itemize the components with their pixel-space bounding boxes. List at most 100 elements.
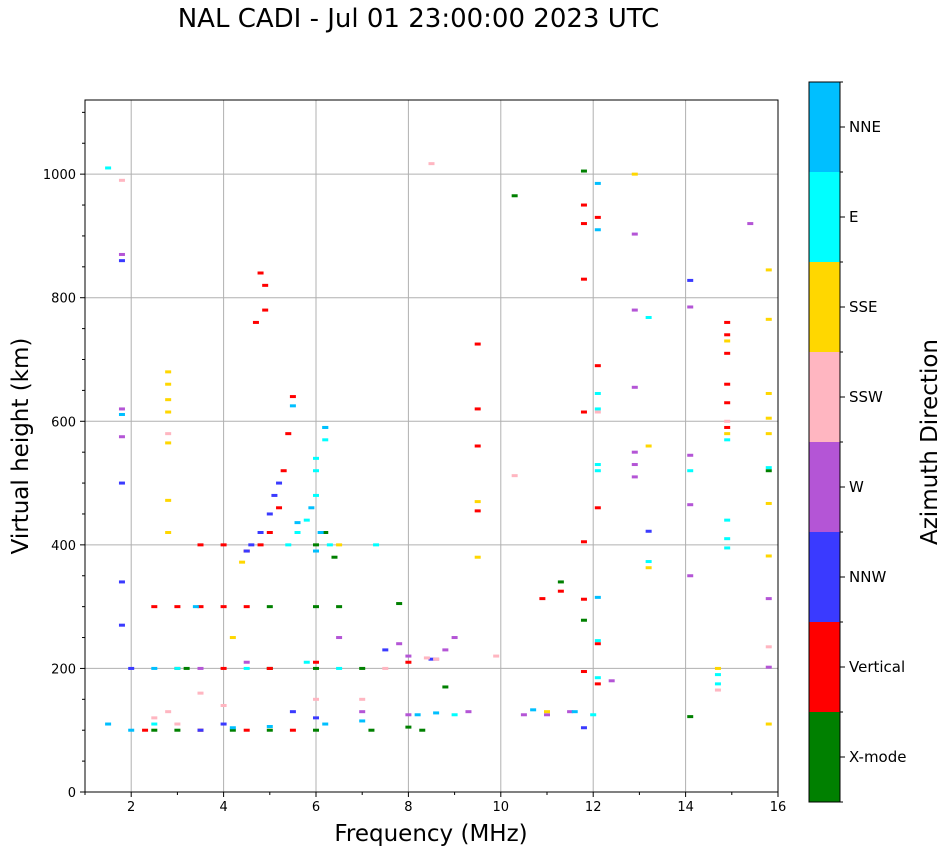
data-point-x-mode <box>266 605 273 609</box>
colorbar-label: Azimuth Direction <box>917 339 943 545</box>
data-point-w <box>451 636 458 640</box>
data-point-x-mode <box>313 605 319 609</box>
data-point-vertical <box>280 469 287 473</box>
data-point-ssw <box>165 432 172 436</box>
data-point-sse <box>165 531 172 534</box>
data-point-nnw <box>197 728 204 732</box>
data-point-nnw <box>128 666 135 670</box>
data-point-vertical <box>243 605 250 609</box>
data-point-vertical <box>252 320 259 324</box>
data-point-x-mode <box>336 605 343 609</box>
data-point-sse <box>724 339 731 343</box>
x-tick-label: 6 <box>312 800 320 815</box>
data-point-e <box>105 166 112 170</box>
data-point-vertical <box>594 215 601 219</box>
data-point-sse <box>474 500 481 504</box>
data-point-w <box>567 710 574 714</box>
data-point-e <box>151 722 158 726</box>
colorbar-frame <box>808 81 841 803</box>
data-point-vertical <box>142 728 149 732</box>
data-point-w <box>197 666 204 670</box>
data-point-e <box>313 456 319 460</box>
data-point-nne <box>192 605 199 609</box>
data-point-nne <box>289 404 296 408</box>
data-point-e <box>313 469 319 473</box>
data-point-sse <box>474 555 481 559</box>
colorbar-tick-label: SSW <box>849 388 883 406</box>
data-point-vertical <box>724 333 731 337</box>
colorbar-tick-label: SSE <box>849 298 878 316</box>
data-point-nnw <box>118 580 125 584</box>
x-axis-label: Frequency (MHz) <box>334 821 527 847</box>
data-point-sse <box>765 416 772 420</box>
data-point-vertical <box>580 203 587 207</box>
data-point-vertical <box>243 728 250 732</box>
x-tick-label: 4 <box>219 800 227 815</box>
points-layer <box>105 162 772 732</box>
data-point-w <box>765 665 772 669</box>
data-point-ssw <box>433 657 440 661</box>
data-point-x-mode <box>687 715 694 719</box>
data-point-vertical <box>197 543 204 547</box>
data-point-vertical <box>580 222 587 226</box>
data-point-sse <box>724 432 731 436</box>
data-point-x-mode <box>405 725 412 729</box>
data-point-vertical <box>474 407 481 411</box>
data-point-x-mode <box>183 666 190 670</box>
data-point-e <box>765 466 772 470</box>
data-point-w <box>336 636 343 640</box>
y-tick-label: 600 <box>51 415 76 430</box>
data-point-vertical <box>262 283 269 287</box>
data-point-ssw <box>594 410 601 414</box>
data-point-w <box>687 305 694 309</box>
colorbar-tick-label: NNW <box>849 568 886 586</box>
data-point-e <box>313 493 319 497</box>
data-point-sse <box>765 432 772 436</box>
data-point-ssw <box>197 691 204 695</box>
data-point-ssw <box>313 697 319 701</box>
data-point-e <box>451 713 458 717</box>
data-point-vertical <box>313 660 319 664</box>
colorbar-segment <box>809 442 840 532</box>
data-point-ssw <box>220 704 227 707</box>
colorbar-segment <box>809 712 840 802</box>
data-point-nne <box>229 726 236 730</box>
data-point-e <box>373 543 380 547</box>
data-point-e <box>285 543 292 547</box>
data-point-w <box>631 232 638 236</box>
data-point-nne <box>571 710 578 714</box>
data-point-w <box>118 252 125 256</box>
data-point-vertical <box>580 410 587 414</box>
data-point-vertical <box>724 425 731 429</box>
plot-frame <box>84 99 779 793</box>
data-point-x-mode <box>151 728 158 732</box>
data-point-sse <box>229 636 236 640</box>
data-point-nnw <box>266 512 273 516</box>
data-point-e <box>294 531 301 534</box>
data-point-w <box>442 648 449 652</box>
data-point-vertical <box>724 351 731 355</box>
data-point-ssw <box>428 162 435 166</box>
data-point-nnw <box>257 531 264 534</box>
data-point-w <box>687 453 694 457</box>
data-point-e <box>645 560 652 564</box>
data-point-e <box>724 537 731 541</box>
data-point-nne <box>594 181 601 185</box>
data-point-vertical <box>276 506 283 510</box>
data-point-nne <box>359 719 366 723</box>
data-point-e <box>590 713 597 717</box>
data-point-nne <box>128 728 135 732</box>
data-point-vertical <box>197 605 204 609</box>
data-point-e <box>724 438 731 442</box>
data-point-x-mode <box>229 728 236 732</box>
data-point-sse <box>165 441 172 445</box>
data-point-w <box>405 713 412 717</box>
data-point-sse <box>765 722 772 726</box>
y-tick-label: 800 <box>51 292 76 307</box>
data-point-w <box>465 710 472 714</box>
data-point-sse <box>645 566 652 570</box>
data-point-nne <box>266 725 273 729</box>
data-point-vertical <box>580 277 587 281</box>
data-point-sse <box>165 498 172 502</box>
colorbar-segment <box>809 82 840 172</box>
